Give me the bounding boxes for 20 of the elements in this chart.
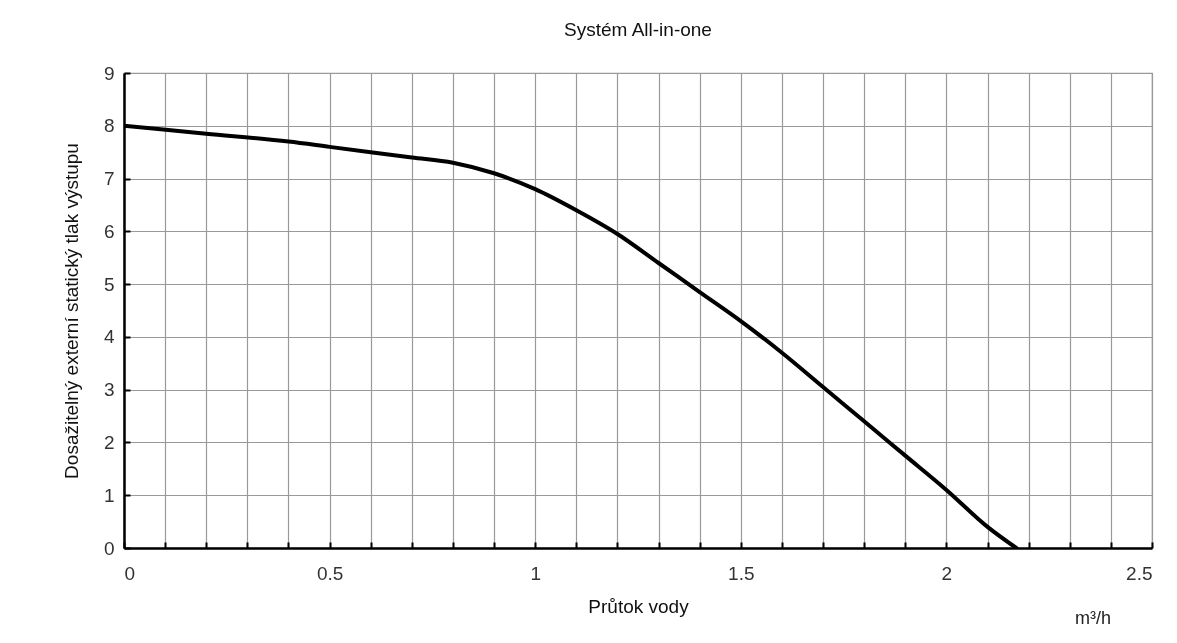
x-axis-title: Průtok vody [588,595,690,617]
y-tick-label: 7 [103,168,115,190]
x-tick-label: 1.5 [728,562,755,584]
chart-title: Systém All-in-one [564,19,712,40]
y-tick-label: 9 [103,62,115,84]
x-tick-label: 2 [941,562,953,584]
y-axis-title: Dosažitelný externí statický tlak výstupu [60,143,82,479]
x-tick-label: 2.5 [1126,562,1153,584]
y-tick-label: 3 [103,379,115,401]
y-tick-label: 2 [103,431,115,453]
x-tick-label: 0.5 [316,562,344,584]
y-tick-label: 1 [103,484,115,506]
y-tick-label: 6 [103,220,115,242]
x-tick-label: 1 [530,562,541,584]
y-tick-label: 8 [103,115,115,137]
x-tick-label: 0 [124,562,136,584]
text: m³/h [1075,608,1111,628]
y-tick-label: 0 [103,537,115,559]
y-tick-label: 5 [103,273,115,295]
y-tick-label: 4 [103,326,115,348]
